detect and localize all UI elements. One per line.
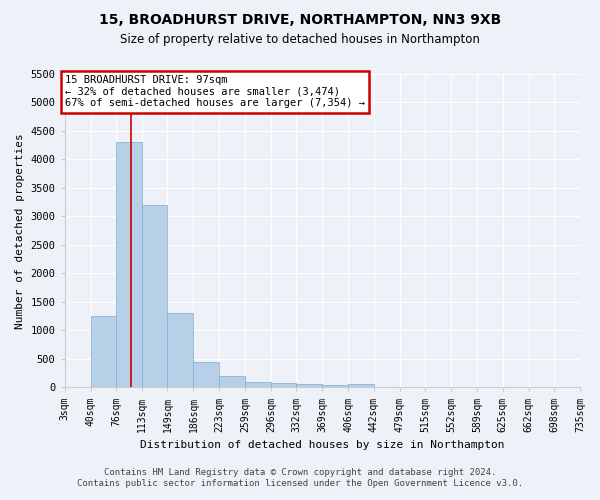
Bar <box>220 376 245 388</box>
Bar <box>167 314 193 388</box>
Bar <box>245 382 271 388</box>
Bar <box>296 384 322 388</box>
Text: Contains HM Land Registry data © Crown copyright and database right 2024.
Contai: Contains HM Land Registry data © Crown c… <box>77 468 523 487</box>
Bar <box>116 142 142 388</box>
Bar <box>193 362 220 388</box>
X-axis label: Distribution of detached houses by size in Northampton: Distribution of detached houses by size … <box>140 440 505 450</box>
Y-axis label: Number of detached properties: Number of detached properties <box>15 133 25 328</box>
Bar <box>271 383 296 388</box>
Text: 15 BROADHURST DRIVE: 97sqm
← 32% of detached houses are smaller (3,474)
67% of s: 15 BROADHURST DRIVE: 97sqm ← 32% of deta… <box>65 75 365 108</box>
Text: 15, BROADHURST DRIVE, NORTHAMPTON, NN3 9XB: 15, BROADHURST DRIVE, NORTHAMPTON, NN3 9… <box>99 12 501 26</box>
Bar <box>91 316 116 388</box>
Bar <box>142 205 167 388</box>
Bar <box>322 384 349 388</box>
Text: Size of property relative to detached houses in Northampton: Size of property relative to detached ho… <box>120 32 480 46</box>
Bar <box>349 384 374 388</box>
